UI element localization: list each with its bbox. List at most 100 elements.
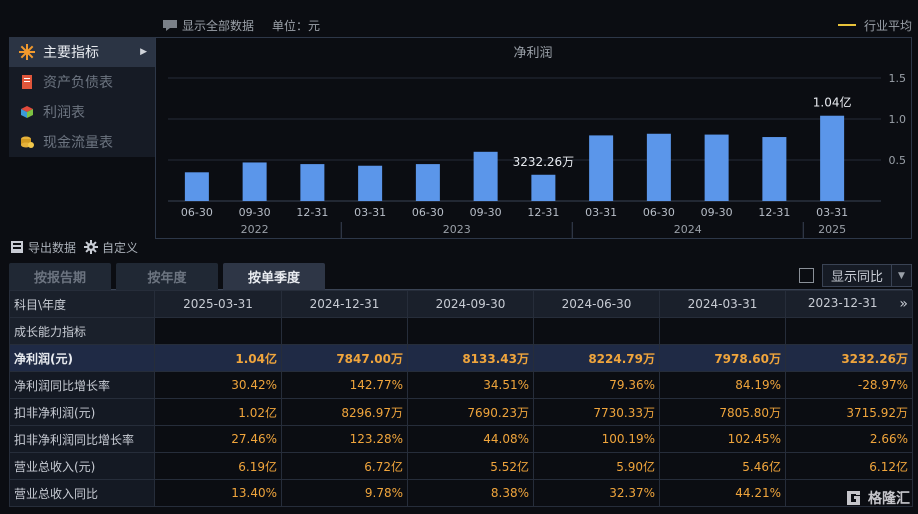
x-tick-label: 12-31 [758, 206, 790, 219]
table-cell: 2.66% [785, 425, 913, 453]
table-cell: 8133.43万 [407, 344, 534, 372]
chart-bar [473, 151, 498, 201]
export-data-label: 导出数据 [28, 240, 77, 255]
column-header: 2023-12-31 » [785, 290, 913, 318]
show-all-data-link[interactable]: 显示全部数据 [182, 18, 255, 33]
table-cell: 142.77% [281, 371, 408, 399]
chart-bar [184, 172, 209, 201]
table-cell: 6.12亿 [785, 452, 913, 480]
chart-bar [358, 165, 383, 201]
table-cell: 5.90亿 [533, 452, 660, 480]
tab-by-quarter[interactable]: 按单季度 [223, 263, 325, 290]
table-cell: 34.51% [407, 371, 534, 399]
table-cell: 6.72亿 [281, 452, 408, 480]
sidebar-item-label: 现金流量表 [43, 135, 113, 151]
double-chevron-right-icon[interactable]: » [899, 296, 908, 312]
brand-logo-icon [847, 491, 860, 505]
chart-canvas: 净利润 0.5 1.0 1.5 06-30 09-30 12-31 03-31 06-30 09-… [168, 46, 907, 238]
table-row[interactable]: 营业总收入同比 13.40% 9.78% 8.38% 32.37% 44.21% [9, 479, 913, 507]
year-label: 2025 [818, 223, 846, 236]
table-cell: 9.78% [281, 479, 408, 507]
customize-label: 自定义 [102, 240, 139, 255]
cube-icon [21, 106, 33, 118]
gear-icon [84, 240, 99, 254]
table-cell: 79.36% [533, 371, 660, 399]
column-header: 2024-12-31 [281, 290, 408, 318]
table-cell: 8.38% [407, 479, 534, 507]
chart-header: 显示全部数据 单位：元 行业平均 [163, 16, 912, 34]
x-tick-label: 09-30 [239, 206, 271, 219]
yoy-select-value: 显示同比 [831, 270, 884, 285]
toolbar: 导出数据 自定义 [10, 238, 146, 256]
table-cell: 8224.79万 [533, 344, 660, 372]
chart-bar [415, 164, 440, 201]
chart-bar [242, 162, 267, 201]
table-cell: 13.40% [154, 479, 282, 507]
document-icon [22, 75, 32, 89]
sidebar-item-income-statement[interactable]: 利润表 [9, 97, 155, 127]
column-header: 2024-09-30 [407, 290, 534, 318]
show-yoy-checkbox[interactable] [799, 268, 814, 283]
chart-bar [762, 137, 787, 201]
export-data-button[interactable]: 导出数据 [10, 239, 76, 256]
table-row[interactable]: 净利润(元) 1.04亿 7847.00万 8133.43万 8224.79万 7978.… [9, 344, 913, 372]
yoy-select[interactable]: 显示同比 ▼ [822, 264, 912, 287]
data-label: 1.04亿 [813, 95, 852, 110]
column-header: 2024-06-30 [533, 290, 660, 318]
x-tick-label: 09-30 [470, 206, 502, 219]
x-tick-label: 06-30 [412, 206, 444, 219]
row-label: 扣非净利润(元) [9, 398, 155, 426]
table-cell: 30.42% [154, 371, 282, 399]
legend: 行业平均 [837, 17, 912, 34]
table-cell: 6.19亿 [154, 452, 282, 480]
year-label: 2023 [443, 223, 471, 236]
table-cell: 100.19% [533, 425, 660, 453]
x-tick-label: 09-30 [701, 206, 733, 219]
sidebar-item-balance-sheet[interactable]: 资产负债表 [9, 67, 155, 97]
year-label: 2022 [241, 223, 269, 236]
table-cell: 1.02亿 [154, 398, 282, 426]
sidebar-item-main-indicators[interactable]: 主要指标 ▶ [9, 37, 155, 67]
row-label: 扣非净利润同比增长率 [9, 425, 155, 453]
y-tick-label: 1.5 [889, 72, 907, 85]
data-label: 3232.26万 [513, 155, 575, 169]
table-row[interactable]: 扣非净利润同比增长率 27.46% 123.28% 44.08% 100.19% 102.… [9, 425, 913, 453]
table-cell: 7978.60万 [659, 344, 786, 372]
x-tick-label: 12-31 [527, 206, 559, 219]
table-cell: 5.46亿 [659, 452, 786, 480]
table-cell: 32.37% [533, 479, 660, 507]
x-tick-label: 12-31 [296, 206, 328, 219]
coins-icon [21, 136, 34, 148]
table-cell: 102.45% [659, 425, 786, 453]
table-cell: 3232.26万 [785, 344, 913, 372]
sidebar-item-label: 利润表 [43, 105, 85, 121]
tab-by-report-period[interactable]: 按报告期 [9, 263, 111, 290]
x-tick-label: 03-31 [585, 206, 617, 219]
comment-icon[interactable] [163, 19, 177, 31]
table-row[interactable]: 营业总收入(元) 6.19亿 6.72亿 5.52亿 5.90亿 5.46亿 6.12亿 [9, 452, 913, 480]
table-row[interactable]: 净利润同比增长率 30.42% 142.77% 34.51% 79.36% 84.19% -… [9, 371, 913, 399]
yoy-controls: 显示同比 ▼ [799, 263, 912, 288]
row-label: 净利润同比增长率 [9, 371, 155, 399]
sidebar-item-cash-flow[interactable]: 现金流量表 [9, 127, 155, 157]
tab-by-year[interactable]: 按年度 [116, 263, 218, 290]
column-header-label: 2023-12-31 [807, 296, 878, 310]
chart-bar [589, 135, 614, 201]
table-cell: 3715.92万 [785, 398, 913, 426]
table-cell: 7805.80万 [659, 398, 786, 426]
section-label: 成长能力指标 [9, 317, 155, 345]
table-cell: 5.52亿 [407, 452, 534, 480]
sidebar: 主要指标 ▶ 资产负债表 利润表 现金流量表 [9, 37, 155, 157]
customize-button[interactable]: 自定义 [84, 239, 138, 256]
x-tick-label: 06-30 [643, 206, 675, 219]
table-row[interactable]: 扣非净利润(元) 1.02亿 8296.97万 7690.23万 7730.33万 780… [9, 398, 913, 426]
table-cell: 44.21% [659, 479, 786, 507]
legend-line-swatch [837, 24, 856, 26]
table-cell: 27.46% [154, 425, 282, 453]
chevron-down-icon[interactable]: ▼ [891, 265, 911, 286]
year-label: 2024 [674, 223, 702, 236]
chart-bar [300, 164, 325, 201]
sidebar-item-label: 主要指标 [43, 45, 99, 61]
net-profit-chart: 净利润 0.5 1.0 1.5 06-30 09-30 12-31 03-31 06-30 09-… [155, 37, 912, 239]
watermark: 格隆汇 [845, 488, 910, 508]
